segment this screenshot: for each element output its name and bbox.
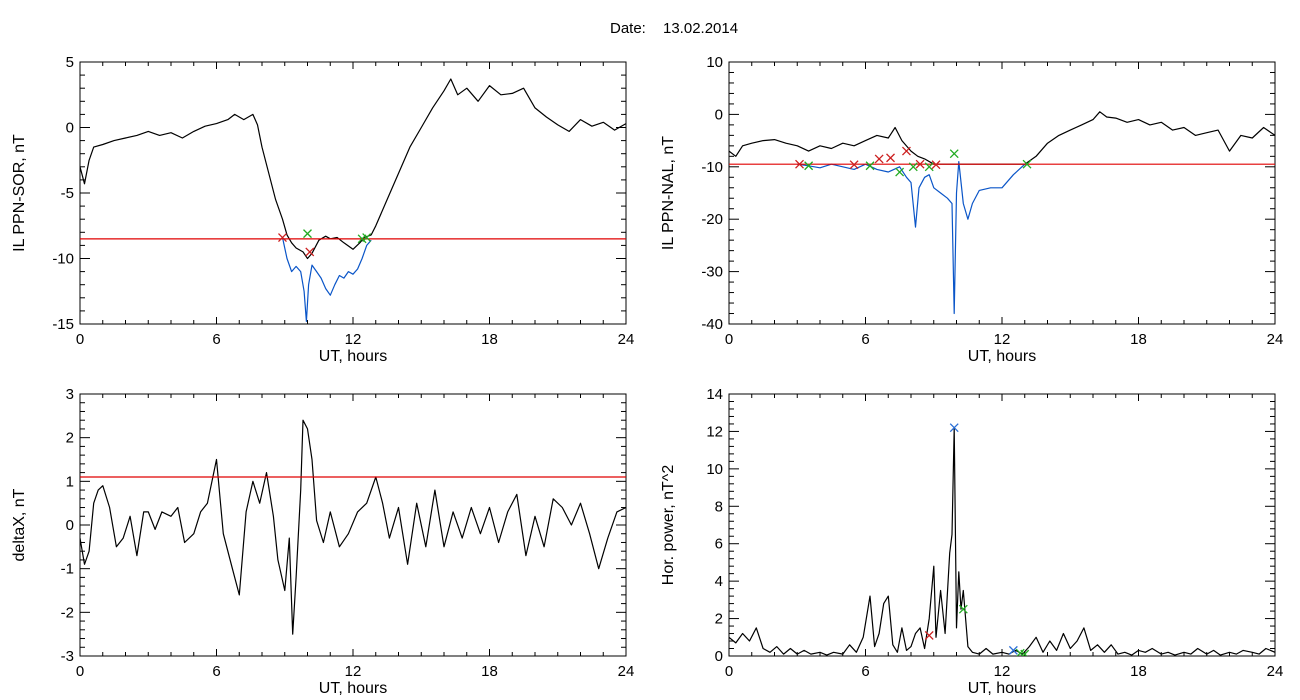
x-tick-label: 0 bbox=[725, 331, 733, 348]
y-tick-label: 2 bbox=[715, 611, 723, 628]
marker-blue bbox=[1008, 645, 1018, 655]
x-axis-label: UT, hours bbox=[319, 348, 387, 365]
x-tick-label: 0 bbox=[76, 663, 84, 680]
date-label: Date: bbox=[610, 20, 646, 37]
y-tick-label: -10 bbox=[52, 251, 74, 268]
x-tick-label: 24 bbox=[1267, 663, 1284, 680]
y-tick-label: 4 bbox=[715, 573, 723, 590]
x-tick-label: 24 bbox=[1267, 331, 1284, 348]
y-axis-label: deltaX, nT bbox=[11, 488, 28, 561]
plot-area bbox=[729, 111, 1275, 315]
plot-area bbox=[729, 423, 1275, 656]
y-tick-label: -10 bbox=[701, 159, 723, 176]
series-line bbox=[80, 78, 626, 260]
series-line bbox=[80, 419, 626, 635]
series-line bbox=[729, 111, 1275, 165]
x-tick-label: 18 bbox=[1130, 331, 1147, 348]
x-axis-label: UT, hours bbox=[319, 680, 387, 697]
marker-red bbox=[886, 153, 895, 163]
y-axis-label: IL PPN-NAL, nT bbox=[660, 136, 677, 250]
y-tick-label: -2 bbox=[61, 604, 74, 621]
x-tick-label: 24 bbox=[618, 663, 635, 680]
x-tick-label: 18 bbox=[1130, 663, 1147, 680]
x-tick-label: 24 bbox=[618, 331, 635, 348]
y-tick-label: 0 bbox=[715, 648, 723, 665]
y-tick-label: 8 bbox=[715, 498, 723, 515]
marker-red bbox=[795, 159, 804, 169]
marker-red bbox=[901, 146, 911, 156]
marker-green bbox=[303, 229, 312, 239]
marker-green bbox=[804, 161, 814, 171]
y-tick-label: 14 bbox=[706, 386, 723, 403]
y-tick-label: 12 bbox=[706, 423, 723, 440]
y-tick-label: -3 bbox=[61, 648, 74, 665]
x-tick-label: 12 bbox=[994, 663, 1011, 680]
y-tick-label: 6 bbox=[715, 536, 723, 553]
x-axis-label: UT, hours bbox=[968, 680, 1036, 697]
y-tick-label: 0 bbox=[66, 120, 74, 137]
marker-red bbox=[931, 160, 941, 170]
y-tick-label: 1 bbox=[66, 473, 74, 490]
event-segment-line bbox=[281, 237, 372, 322]
x-tick-label: 18 bbox=[481, 331, 498, 348]
y-tick-label: -30 bbox=[701, 264, 723, 281]
chart-sor: 0 6 12 18 24 -15 -10 -5 0 5 UT, hours IL PPN-SOR, n… bbox=[11, 54, 634, 365]
y-tick-label: 0 bbox=[66, 517, 74, 534]
marker-red bbox=[305, 247, 315, 257]
x-tick-label: 6 bbox=[212, 331, 220, 348]
y-tick-label: -1 bbox=[61, 561, 74, 578]
plot-area bbox=[80, 419, 626, 635]
marker-green bbox=[949, 149, 959, 159]
x-axis-label: UT, hours bbox=[968, 348, 1036, 365]
marker-green bbox=[1020, 649, 1030, 656]
y-tick-label: -5 bbox=[61, 185, 74, 202]
y-tick-label: 0 bbox=[715, 106, 723, 123]
marker-green bbox=[908, 162, 918, 172]
marker-green bbox=[865, 161, 875, 171]
marker-blue bbox=[949, 423, 959, 433]
plot-frame bbox=[79, 393, 627, 657]
marker-red bbox=[915, 159, 925, 169]
y-tick-label: 10 bbox=[706, 54, 723, 71]
plot-frame bbox=[79, 61, 627, 325]
marker-red bbox=[849, 160, 859, 170]
plot-frame bbox=[728, 61, 1276, 325]
event-segment-line bbox=[797, 161, 1026, 315]
plot-area bbox=[80, 78, 626, 322]
chart-nal: 0 6 12 18 24 -40 -30 -20 -10 0 10 UT, hours IL PPN-N… bbox=[660, 54, 1283, 365]
series-line bbox=[729, 427, 1275, 656]
marker-green bbox=[924, 162, 934, 172]
x-tick-label: 12 bbox=[345, 663, 362, 680]
x-tick-label: 6 bbox=[861, 331, 869, 348]
x-tick-label: 0 bbox=[76, 331, 84, 348]
date-value: 13.02.2014 bbox=[663, 20, 738, 37]
x-tick-label: 12 bbox=[345, 331, 362, 348]
marker-green bbox=[895, 167, 905, 177]
y-tick-label: -20 bbox=[701, 211, 723, 228]
x-tick-label: 0 bbox=[725, 663, 733, 680]
x-tick-label: 6 bbox=[212, 663, 220, 680]
y-tick-label: 3 bbox=[66, 386, 74, 403]
x-tick-label: 6 bbox=[861, 663, 869, 680]
y-tick-label: 5 bbox=[66, 54, 74, 71]
y-tick-label: 2 bbox=[66, 430, 74, 447]
marker-green bbox=[958, 604, 968, 614]
plot-frame bbox=[728, 393, 1276, 657]
y-tick-label: -15 bbox=[52, 316, 74, 333]
y-tick-label: 10 bbox=[706, 461, 723, 478]
marker-green bbox=[1022, 159, 1032, 169]
y-axis-label: Hor. power, nT^2 bbox=[660, 465, 677, 586]
marker-green bbox=[362, 233, 372, 242]
x-tick-label: 18 bbox=[481, 663, 498, 680]
marker-red bbox=[874, 154, 884, 164]
marker-red bbox=[924, 630, 934, 640]
x-tick-label: 12 bbox=[994, 331, 1011, 348]
y-axis-label: IL PPN-SOR, nT bbox=[11, 134, 28, 252]
marker-red bbox=[278, 233, 287, 242]
y-tick-label: -40 bbox=[701, 316, 723, 333]
